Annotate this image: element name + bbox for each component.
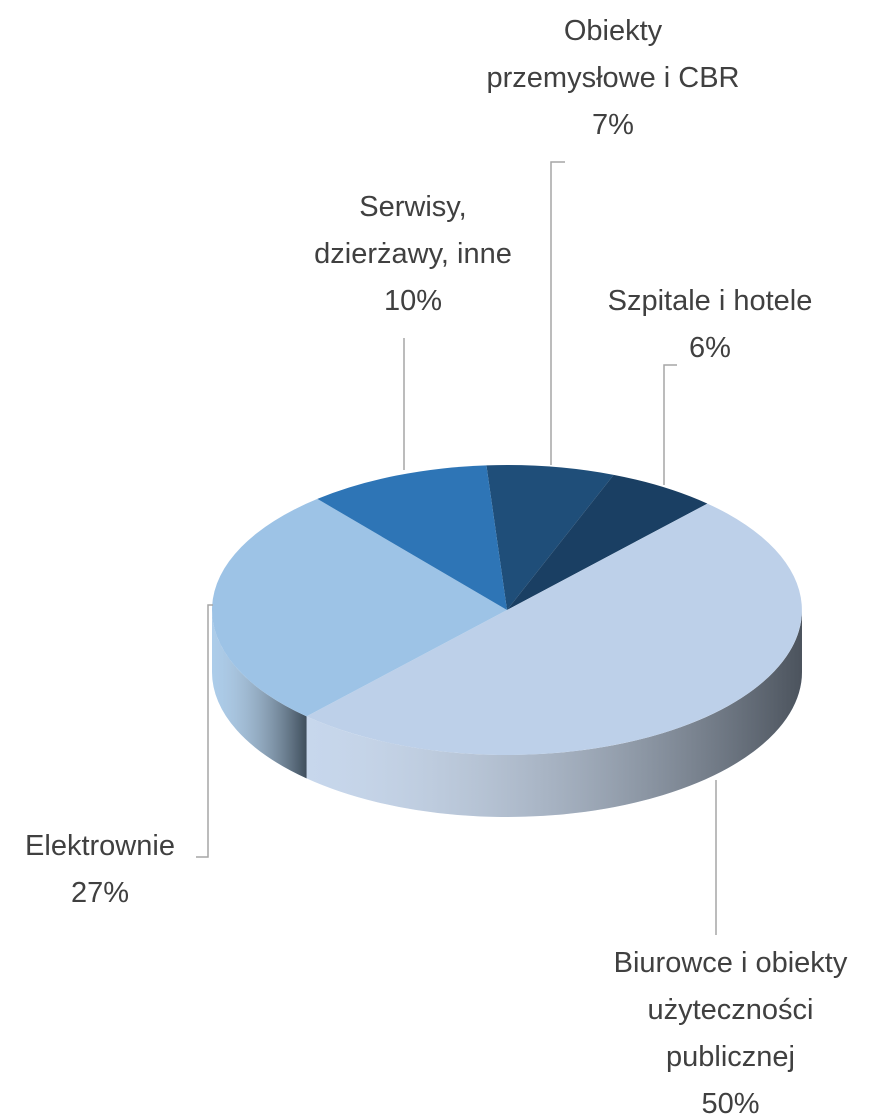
slice [306, 503, 802, 755]
slice-side-shade [212, 610, 307, 779]
value-label: 10% [383, 285, 443, 317]
category-label: Szpitale i hotele [607, 285, 813, 317]
data-label: Biurowce i obiekty użyteczności publiczn… [583, 940, 878, 1115]
slice [507, 474, 708, 610]
value-label: 7% [592, 109, 634, 141]
category-label: Serwisy, dzierżawy, inne [314, 191, 512, 270]
leader-lines [196, 161, 717, 935]
category-label: Biurowce i obiekty użyteczności publiczn… [613, 947, 848, 1073]
slice [486, 465, 614, 610]
data-label: Serwisy, dzierżawy, inne 10% [290, 184, 536, 325]
value-label: 27% [70, 877, 130, 909]
slice-side-shade [306, 610, 802, 817]
value-label: 50% [701, 1088, 760, 1115]
data-label: Szpitale i hotele 6% [560, 278, 860, 372]
slice [212, 498, 508, 717]
data-label: Elektrownie 27% [0, 823, 200, 917]
value-label: 6% [689, 332, 731, 364]
category-label: Elektrownie [25, 830, 175, 862]
category-label: Obiekty przemysłowe i CBR [486, 15, 740, 94]
slice [317, 465, 507, 610]
data-label: Obiekty przemysłowe i CBR 7% [482, 8, 744, 149]
